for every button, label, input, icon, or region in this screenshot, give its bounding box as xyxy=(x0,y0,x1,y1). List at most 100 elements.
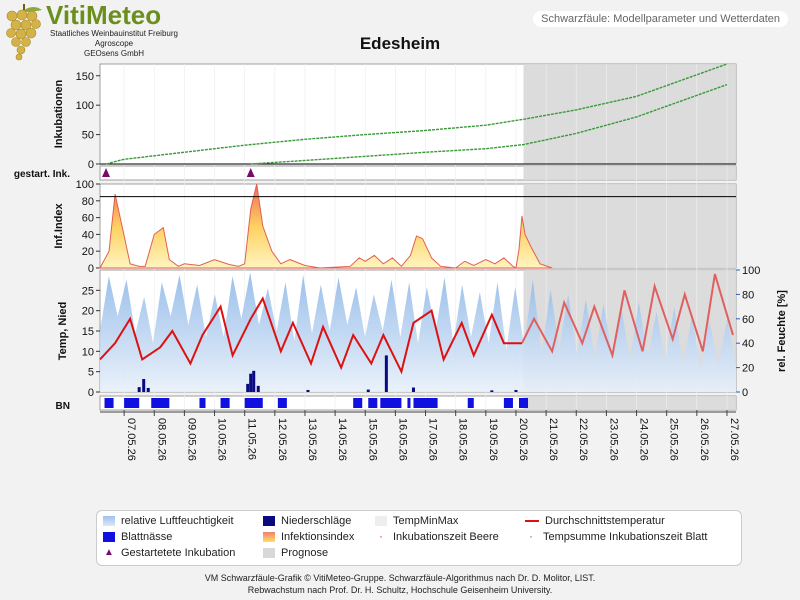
gest-axis-label: gestart. Ink. xyxy=(14,169,70,180)
date-tick-label: 12.05.26 xyxy=(276,418,288,461)
ink-axis-label: Inkubationen xyxy=(53,80,65,149)
footer-credits: VM Schwarzfäule-Grafik © VitiMeteo-Grupp… xyxy=(0,572,800,596)
legend-label: Infektionsindex xyxy=(281,531,355,543)
date-tick-label: 09.05.26 xyxy=(185,418,197,461)
bn-swatch-icon xyxy=(103,532,115,542)
humidity-swatch-icon xyxy=(103,516,115,526)
chart-title: Edesheim xyxy=(359,34,441,53)
date-tick-label: 19.05.26 xyxy=(487,418,499,461)
leaf-wetness-bar xyxy=(413,398,438,408)
leaf-wetness-bar xyxy=(353,398,363,408)
precip-bar xyxy=(246,383,250,392)
dot-swatch-icon: · xyxy=(529,529,533,543)
logo-title: VitiMeteo xyxy=(46,0,162,30)
temp-tick-label: 20 xyxy=(82,306,94,318)
legend-item-mean-temp: Durchschnittstemperatur xyxy=(525,515,665,527)
chart-legend: relative Luftfeuchtigkeit Niederschläge … xyxy=(96,510,742,566)
humidity-tick-label: 40 xyxy=(742,338,754,350)
line-swatch-icon xyxy=(525,520,539,522)
logo-line: Staatliches Weinbauinstitut Freiburg xyxy=(50,29,178,38)
humidity-tick-label: 0 xyxy=(742,387,748,399)
date-tick-label: 26.05.26 xyxy=(698,418,710,461)
footer-line: VM Schwarzfäule-Grafik © VitiMeteo-Grupp… xyxy=(204,573,596,583)
minmax-swatch-icon xyxy=(375,516,387,526)
leaf-wetness-bar xyxy=(220,398,230,408)
legend-item-berry: · Inkubationszeit Beere xyxy=(375,529,499,543)
legend-item-bn: Blattnässe xyxy=(103,531,172,543)
forecast-area-gest xyxy=(523,166,736,180)
incubation-line xyxy=(105,63,728,165)
humidity-tick-label: 20 xyxy=(742,363,754,375)
started-incubation-marker-icon xyxy=(102,168,111,177)
precip-swatch-icon xyxy=(263,516,275,526)
precip-bar xyxy=(384,355,388,392)
grape-logo-icon xyxy=(6,4,42,61)
precip-bar xyxy=(306,389,310,392)
date-tick-label: 20.05.26 xyxy=(517,418,529,461)
precip-bar xyxy=(249,373,253,392)
date-tick-label: 22.05.26 xyxy=(577,418,589,461)
legend-item-prognose: Prognose xyxy=(263,547,328,559)
idx-tick-label: 0 xyxy=(88,263,94,275)
humidity-tick-label: 60 xyxy=(742,314,754,326)
temp-axis-label: Temp, Nied xyxy=(57,302,69,360)
index-swatch-icon xyxy=(263,532,275,542)
precip-bar xyxy=(514,389,518,392)
temp-tick-label: 25 xyxy=(82,285,94,297)
incubation-line xyxy=(250,83,728,165)
legend-label: TempMinMax xyxy=(393,515,459,527)
precip-bar xyxy=(256,385,260,392)
temp-tick-label: 10 xyxy=(82,346,94,358)
infection-index-area xyxy=(99,183,553,269)
dot-swatch-icon: · xyxy=(379,529,383,543)
legend-label: Inkubationszeit Beere xyxy=(393,531,499,543)
idx-tick-label: 60 xyxy=(82,213,94,225)
idx-tick-label: 100 xyxy=(76,179,94,191)
date-tick-label: 10.05.26 xyxy=(216,418,228,461)
legend-item-minmax: TempMinMax xyxy=(375,515,458,527)
bn-axis-label: BN xyxy=(56,401,70,412)
temp-tick-label: 0 xyxy=(88,387,94,399)
precip-bar xyxy=(252,370,256,392)
leaf-wetness-bar xyxy=(518,398,529,408)
legend-item-precip: Niederschläge xyxy=(263,515,351,527)
humidity-area xyxy=(100,272,736,392)
date-tick-label: 23.05.26 xyxy=(607,418,619,461)
triangle-swatch-icon: ▲ xyxy=(104,547,114,558)
legend-label: Blattnässe xyxy=(121,531,173,543)
idx-tick-label: 20 xyxy=(82,246,94,258)
forecast-area-ink xyxy=(523,64,736,164)
leaf-wetness-bar xyxy=(467,398,474,408)
idx-axis-label: Inf.Index xyxy=(53,203,65,249)
date-tick-label: 16.05.26 xyxy=(396,418,408,461)
ink-tick-label: 100 xyxy=(76,100,94,112)
forecast-area-idx xyxy=(523,184,736,268)
logo-line: Agroscope xyxy=(94,39,134,48)
humidity-tick-label: 80 xyxy=(742,289,754,301)
leaf-wetness-bar xyxy=(244,398,263,408)
prognose-swatch-icon xyxy=(263,548,275,558)
idx-tick-label: 40 xyxy=(82,229,94,241)
precip-bar xyxy=(490,390,494,392)
date-tick-label: 18.05.26 xyxy=(457,418,469,461)
precip-bar xyxy=(411,387,415,392)
legend-label: Durchschnittstemperatur xyxy=(545,515,665,527)
legend-label: Prognose xyxy=(281,547,329,559)
date-tick-label: 11.05.26 xyxy=(246,418,258,460)
footer-line: Rebwachstum nach Prof. Dr. H. Schultz, H… xyxy=(247,585,553,595)
logo-line: GEOsens GmbH xyxy=(83,49,144,58)
mean-temperature-line xyxy=(99,296,522,375)
legend-item-leaf: · Tempsumme Inkubationszeit Blatt xyxy=(525,529,707,543)
legend-item-index: Infektionsindex xyxy=(263,531,354,543)
forecast-area-bn xyxy=(523,396,736,410)
model-subtitle: Schwarzfäule: Modellparameter und Wetter… xyxy=(533,11,788,27)
idx-tick-label: 80 xyxy=(82,196,94,208)
date-tick-label: 13.05.26 xyxy=(306,418,318,461)
date-tick-label: 27.05.26 xyxy=(728,418,740,461)
date-tick-label: 25.05.26 xyxy=(668,418,680,461)
precip-bar xyxy=(142,378,146,392)
started-incubation-marker-icon xyxy=(246,168,255,177)
humidity-axis-label: rel. Feuchte [%] xyxy=(776,290,788,372)
logo-subtitle: Staatliches Weinbauinstitut Freiburg Agr… xyxy=(34,29,194,59)
